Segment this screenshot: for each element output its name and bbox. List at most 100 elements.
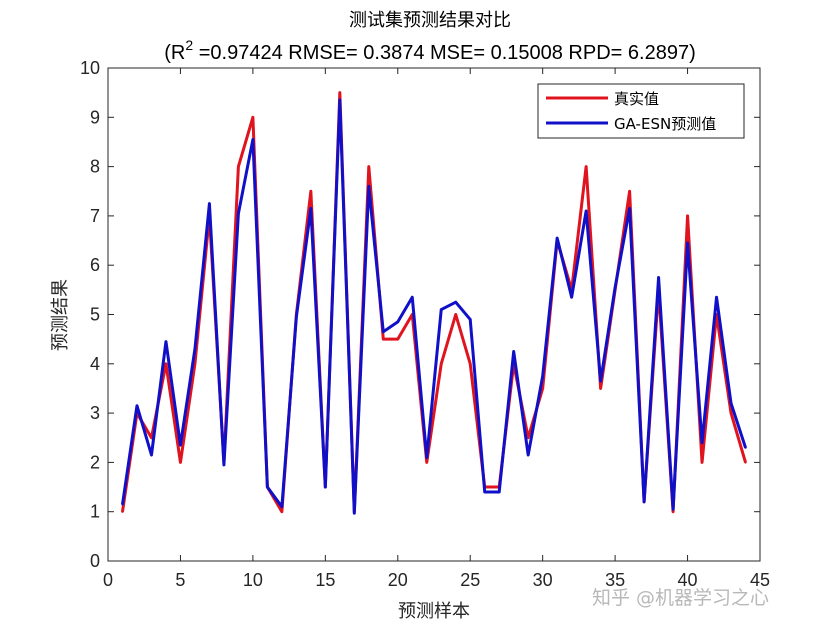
- data-point: [280, 510, 284, 513]
- y-tick-label: 6: [90, 255, 100, 275]
- data-point: [179, 443, 182, 447]
- data-point: [512, 350, 515, 353]
- data-point: [526, 453, 530, 457]
- data-point: [686, 241, 689, 245]
- x-tick-label: 35: [605, 570, 625, 590]
- subtitle-rest: =0.97424 RMSE= 0.3874 MSE= 0.15008 RPD= …: [193, 42, 696, 64]
- data-point: [628, 190, 631, 193]
- data-point: [135, 404, 139, 407]
- data-point: [700, 461, 704, 464]
- data-point: [584, 209, 588, 213]
- data-point: [541, 374, 544, 378]
- data-point: [686, 214, 689, 218]
- data-point: [469, 362, 472, 365]
- data-point: [642, 500, 646, 504]
- data-point: [744, 446, 747, 449]
- data-point: [295, 315, 298, 319]
- y-tick-label: 10: [80, 58, 100, 78]
- y-tick-label: 0: [90, 551, 100, 571]
- data-point: [121, 510, 124, 513]
- legend-label-true: 真实值: [614, 90, 659, 108]
- x-tick-label: 30: [533, 570, 553, 590]
- data-point: [425, 456, 428, 459]
- legend: 真实值 GA-ESN预测值: [537, 83, 745, 139]
- data-point: [164, 362, 168, 365]
- data-point: [744, 461, 747, 464]
- data-point: [729, 411, 733, 415]
- data-point: [570, 296, 573, 299]
- y-tick-label: 3: [90, 403, 100, 423]
- data-point: [599, 387, 602, 390]
- data-point: [237, 212, 240, 215]
- data-point: [469, 318, 472, 321]
- data-point: [150, 453, 153, 457]
- data-point: [237, 165, 240, 168]
- subtitle-prefix: (R: [164, 42, 185, 64]
- subtitle-superscript: 2: [185, 37, 193, 53]
- data-point: [541, 387, 544, 390]
- x-tick-label: 45: [750, 570, 770, 590]
- x-tick-label: 15: [315, 570, 335, 590]
- data-point: [222, 463, 226, 467]
- x-tick-label: 40: [678, 570, 698, 590]
- x-tick-label: 25: [460, 570, 480, 590]
- data-point: [150, 436, 153, 439]
- data-point: [193, 362, 197, 365]
- data-point: [657, 276, 660, 279]
- data-point: [338, 98, 342, 102]
- y-tick-label: 8: [90, 157, 100, 177]
- data-point: [454, 313, 457, 316]
- data-point: [251, 138, 255, 141]
- chart-title: 测试集预测结果对比: [349, 10, 511, 31]
- data-point: [338, 91, 342, 94]
- x-tick-label: 5: [175, 570, 185, 590]
- data-point: [498, 490, 501, 494]
- data-point: [671, 510, 675, 513]
- data-point: [309, 190, 313, 193]
- data-point: [208, 202, 211, 205]
- data-point: [396, 320, 399, 324]
- data-point: [193, 347, 197, 351]
- y-tick-label: 9: [90, 107, 100, 127]
- data-point: [729, 402, 733, 405]
- data-point: [179, 461, 182, 464]
- data-point: [382, 337, 385, 341]
- data-point: [613, 286, 617, 289]
- data-point: [280, 505, 284, 508]
- data-point: [599, 379, 602, 383]
- data-point: [309, 207, 313, 210]
- data-point: [671, 508, 675, 511]
- data-point: [715, 296, 718, 299]
- y-tick-label: 2: [90, 452, 100, 472]
- data-point: [584, 165, 588, 168]
- data-point: [353, 511, 356, 515]
- x-tick-label: 20: [388, 570, 408, 590]
- data-point: [526, 436, 530, 439]
- legend-box: [537, 83, 745, 139]
- y-tick-label: 1: [90, 502, 100, 522]
- data-point: [425, 461, 428, 464]
- data-point: [555, 236, 559, 240]
- x-axis-title: 预测样本: [398, 601, 470, 622]
- data-point: [440, 362, 443, 365]
- data-point: [396, 337, 399, 341]
- data-point: [367, 185, 370, 188]
- data-point: [411, 296, 414, 299]
- data-point: [266, 485, 269, 489]
- data-point: [628, 207, 631, 210]
- y-tick-label: 7: [90, 206, 100, 226]
- data-point: [324, 485, 327, 489]
- data-point: [700, 441, 704, 444]
- data-point: [454, 300, 457, 304]
- x-tick-label: 10: [243, 570, 263, 590]
- watermark-text: 知乎 @机器学习之心: [592, 587, 769, 609]
- series-layer: [121, 91, 747, 515]
- data-point: [483, 490, 486, 494]
- data-point: [121, 503, 124, 506]
- data-point: [382, 330, 385, 333]
- y-axis-title: 预测结果: [50, 279, 71, 351]
- series-line-pred: [121, 98, 747, 515]
- data-point: [367, 165, 370, 168]
